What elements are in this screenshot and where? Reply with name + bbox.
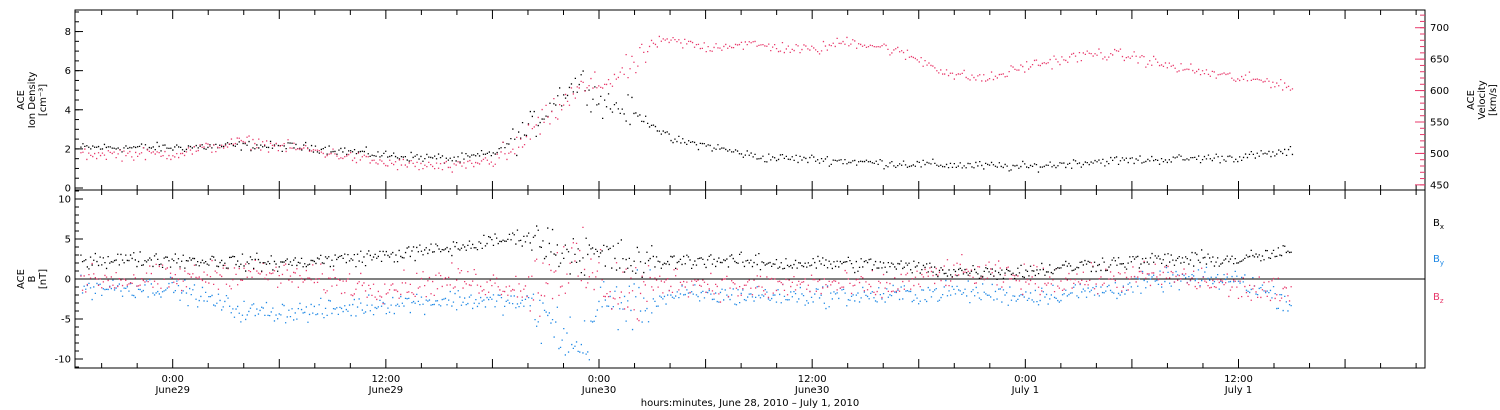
series-points-density [80,70,1294,173]
legend-bx: Bx [1433,218,1444,231]
axis-ticks: 0:00June2912:00June290:00June3012:00June… [55,10,1449,396]
velocity-tick-label: 700 [1430,23,1449,34]
velocity-tick-label: 600 [1430,86,1449,97]
legend-by: By [1433,254,1444,267]
bottom-panel-points [80,225,1292,361]
b-tick-label: 0 [65,275,71,286]
x-tick-label-time: 12:00 [371,374,400,385]
legend-bx-sub: x [1440,223,1444,231]
x-tick-label-time: 12:00 [798,374,827,385]
legend-bz: Bz [1433,292,1444,305]
legend-bx-main: B [1433,218,1440,229]
x-tick-label-time: 12:00 [1224,374,1253,385]
legend-by-sub: y [1440,259,1444,267]
velocity-tick-label: 450 [1430,180,1449,191]
series-points-bz [80,226,1292,322]
density-axis-label-3: [cm⁻³] [38,84,49,116]
b-axis-label-1: ACE [16,269,27,289]
density-axis-label-2: Ion Density [27,72,38,129]
x-tick-label-time: 0:00 [1014,374,1036,385]
velocity-axis-label-1: ACE [1466,90,1477,110]
velocity-tick-label: 650 [1430,55,1449,66]
x-tick-label-time: 0:00 [588,374,610,385]
velocity-tick-label: 550 [1430,118,1449,129]
series-points-velocity [80,35,1294,173]
x-tick-label-date: June29 [154,385,190,396]
velocity-tick-label: 500 [1430,149,1449,160]
density-tick-label: 0 [65,184,71,195]
velocity-axis-label-3: [km/s] [1488,84,1499,116]
top-panel-points [80,35,1294,173]
b-tick-label: -10 [55,355,71,366]
b-tick-label: -5 [61,315,71,326]
x-tick-label-date: June29 [368,385,404,396]
density-tick-label: 8 [65,27,71,38]
x-tick-label-time: 0:00 [161,374,183,385]
b-tick-label: 10 [58,195,71,206]
b-axis-label-2: B [27,275,38,282]
x-axis-label: hours:minutes, June 28, 2010 – July 1, 2… [641,398,860,409]
legend-bz-sub: z [1440,297,1444,305]
legend-bz-main: B [1433,292,1440,303]
legend-by-main: B [1433,254,1440,265]
density-tick-label: 2 [65,144,71,155]
x-tick-label-date: June30 [794,385,830,396]
x-tick-label-date: June30 [581,385,617,396]
velocity-axis-label-2: Velocity [1477,80,1488,119]
b-axis-label-3: [nT] [38,269,49,289]
series-points-by [80,266,1292,361]
x-tick-label-date: July 1 [1224,385,1253,396]
density-tick-label: 4 [65,105,71,116]
x-tick-label-date: July 1 [1011,385,1040,396]
density-tick-label: 6 [65,66,71,77]
b-tick-label: 5 [65,235,71,246]
density-axis-label-1: ACE [16,90,27,110]
top-panel-frame [74,9,1426,191]
